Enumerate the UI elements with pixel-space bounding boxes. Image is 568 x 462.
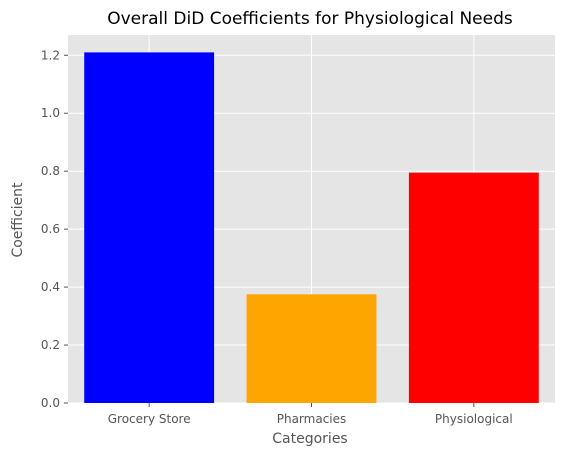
x-tick-label: Grocery Store [108,412,191,426]
y-tick-label: 1.2 [41,48,60,62]
y-axis-ticks: 0.0 0.2 0.4 0.6 0.8 1.0 1.2 [41,48,68,410]
x-axis-ticks: Grocery Store Pharmacies Physiological [108,403,513,426]
y-tick-label: 0.0 [41,396,60,410]
y-tick-label: 0.4 [41,280,60,294]
y-tick-label: 0.6 [41,222,60,236]
x-tick-label: Pharmacies [277,412,347,426]
bar-physiological [408,172,539,403]
bars [84,52,539,403]
y-tick-label: 0.8 [41,164,60,178]
x-axis-label: Categories [272,431,347,447]
chart-title: Overall DiD Coefficients for Physiologic… [107,9,513,29]
y-tick-label: 1.0 [41,106,60,120]
bar-pharmacies [246,294,377,403]
x-tick-label: Physiological [435,412,513,426]
y-axis-label: Coefficient [10,182,26,258]
y-tick-label: 0.2 [41,338,60,352]
bar-grocery-store [84,52,215,403]
